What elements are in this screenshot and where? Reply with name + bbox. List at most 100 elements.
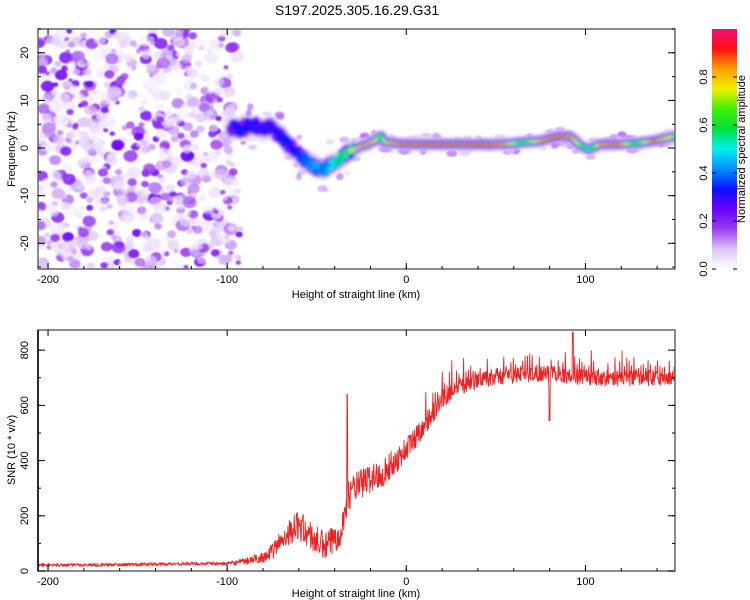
noise-blob: [109, 150, 118, 158]
ridge-cell: [308, 159, 314, 165]
noise-blob: [91, 155, 100, 163]
noise-blob: [186, 228, 193, 234]
noise-blob: [193, 242, 204, 250]
noise-blob: [79, 204, 86, 210]
noise-blob: [211, 207, 217, 212]
haze-blob: [274, 111, 285, 119]
noise-blob: [196, 256, 206, 265]
spectrogram-y-tick-label: 0: [19, 145, 31, 151]
noise-blob: [176, 110, 190, 122]
noise-blob: [88, 104, 96, 111]
noise-blob: [102, 255, 113, 265]
noise-blob: [123, 89, 138, 101]
noise-blob: [40, 29, 52, 36]
colorbar-label: Normalized spectral amplitude: [736, 75, 748, 223]
noise-blob: [158, 146, 165, 152]
noise-blob: [38, 201, 47, 212]
noise-blob: [87, 29, 99, 35]
spectrogram-x-tick-label: 0: [403, 274, 409, 286]
noise-blob: [96, 119, 108, 130]
spectrogram-x-tick-label: -200: [37, 274, 59, 286]
noise-blob: [46, 35, 58, 45]
noise-blob: [144, 255, 157, 266]
noise-blob: [97, 168, 109, 177]
noise-blob: [111, 139, 125, 151]
snr-x-tick-label: 0: [403, 576, 409, 588]
noise-blob: [104, 69, 115, 79]
noise-blob: [205, 152, 219, 164]
noise-blob: [172, 36, 185, 48]
noise-blob: [192, 225, 203, 234]
colorbar-tick-label: 0.2: [698, 213, 710, 228]
noise-blob: [231, 252, 241, 260]
noise-blob: [38, 135, 42, 143]
noise-blob: [214, 168, 227, 180]
spectrogram-y-ticks: -20 -10 0 10 20: [19, 28, 675, 268]
noise-blob: [173, 248, 179, 254]
ridge-cell: [348, 144, 354, 149]
noise-blob: [83, 68, 92, 76]
noise-blob: [74, 140, 80, 145]
noise-blob: [148, 181, 162, 194]
noise-blob: [228, 224, 237, 232]
noise-blob: [57, 112, 72, 125]
noise-blob: [99, 206, 107, 212]
noise-blob: [188, 111, 196, 118]
noise-blob: [185, 169, 198, 180]
noise-blob: [231, 101, 237, 106]
noise-blob: [118, 260, 124, 266]
noise-blob: [185, 94, 193, 100]
noise-blob: [98, 178, 105, 184]
noise-blob: [77, 228, 90, 238]
noise-blob: [225, 104, 238, 115]
noise-blob: [79, 192, 88, 199]
noise-blob: [176, 262, 182, 268]
noise-blob: [65, 240, 77, 250]
noise-blob: [53, 134, 65, 144]
ridge-cell: [338, 161, 342, 165]
noise-blob: [183, 147, 191, 154]
noise-blob: [133, 132, 144, 141]
ridge-cell: [339, 152, 343, 156]
colorbar-ticks: 0.0 0.2 0.4 0.6 0.8: [698, 69, 737, 277]
noise-blob: [106, 116, 116, 125]
noise-blob: [134, 188, 141, 194]
noise-blob: [93, 34, 106, 45]
haze-blob: [296, 134, 303, 141]
noise-blob: [78, 116, 92, 128]
noise-blob: [38, 113, 52, 125]
noise-blob: [43, 127, 56, 138]
noise-blob: [50, 181, 58, 188]
noise-blob: [106, 203, 113, 209]
snr-y-ticks: 0 200 400 600 800: [19, 341, 675, 574]
noise-blob: [167, 239, 180, 251]
noise-blob: [127, 178, 138, 187]
noise-blob: [209, 174, 215, 179]
noise-blob: [194, 60, 203, 67]
noise-blob: [138, 93, 144, 99]
haze-blob: [232, 136, 244, 141]
noise-blob: [202, 151, 209, 157]
noise-blob: [237, 226, 244, 231]
noise-blob: [114, 169, 122, 175]
noise-blob: [158, 177, 166, 184]
noise-blob: [127, 66, 134, 72]
noise-blob: [224, 234, 230, 240]
noise-blob: [86, 204, 94, 211]
noise-blob: [167, 197, 174, 203]
noise-blob: [155, 103, 165, 111]
noise-blob: [226, 205, 233, 210]
noise-blob: [216, 97, 224, 103]
noise-blob: [161, 234, 169, 241]
noise-blob: [149, 212, 164, 224]
spectrogram-x-ticks: -200 -100 0 100: [37, 29, 658, 286]
ridge-track: [223, 114, 675, 180]
noise-blob: [138, 105, 146, 113]
noise-blob: [198, 194, 208, 202]
noise-blob: [168, 190, 177, 198]
noise-blob: [49, 155, 62, 166]
noise-blob: [123, 150, 138, 163]
ridge-cell: [300, 152, 305, 157]
noise-blob: [226, 73, 234, 80]
